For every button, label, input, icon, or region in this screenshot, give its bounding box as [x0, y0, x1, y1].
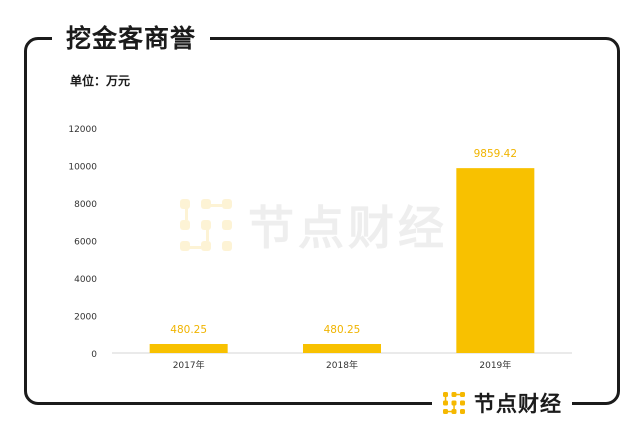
chart-frame — [24, 37, 620, 405]
x-tick-label: 2019年 — [479, 359, 511, 371]
y-tick-label: 12000 — [68, 125, 97, 135]
x-tick-label: 2017年 — [173, 359, 205, 371]
y-tick-label: 10000 — [68, 163, 97, 173]
y-tick-label: 4000 — [74, 275, 97, 285]
bar — [303, 343, 381, 353]
x-tick-label: 2018年 — [326, 359, 358, 371]
unit-label: 单位：万元 — [70, 74, 131, 88]
brand-name: 节点财经 — [474, 392, 562, 416]
bar — [456, 168, 535, 353]
value-label: 480.25 — [170, 324, 207, 336]
bar — [149, 343, 228, 353]
value-label: 480.25 — [324, 324, 361, 336]
value-label: 9859.42 — [474, 148, 517, 160]
y-tick-label: 0 — [91, 350, 97, 360]
y-axis-ticks: 0 2000 4000 6000 8000 10000 12000 — [68, 125, 97, 360]
bars-group — [149, 168, 535, 353]
y-tick-label: 8000 — [74, 200, 97, 210]
y-tick-label: 6000 — [74, 238, 97, 248]
value-labels-group: 480.25 480.25 9859.42 — [170, 148, 517, 336]
node-logo-icon — [443, 392, 465, 414]
chart-title: 挖金客商誉 — [66, 24, 197, 53]
y-tick-label: 2000 — [74, 313, 97, 323]
brand-mark: 节点财经 — [432, 386, 572, 420]
title-box: 挖金客商誉 — [52, 18, 211, 56]
x-axis-labels: 2017年 2018年 2019年 — [173, 359, 512, 371]
